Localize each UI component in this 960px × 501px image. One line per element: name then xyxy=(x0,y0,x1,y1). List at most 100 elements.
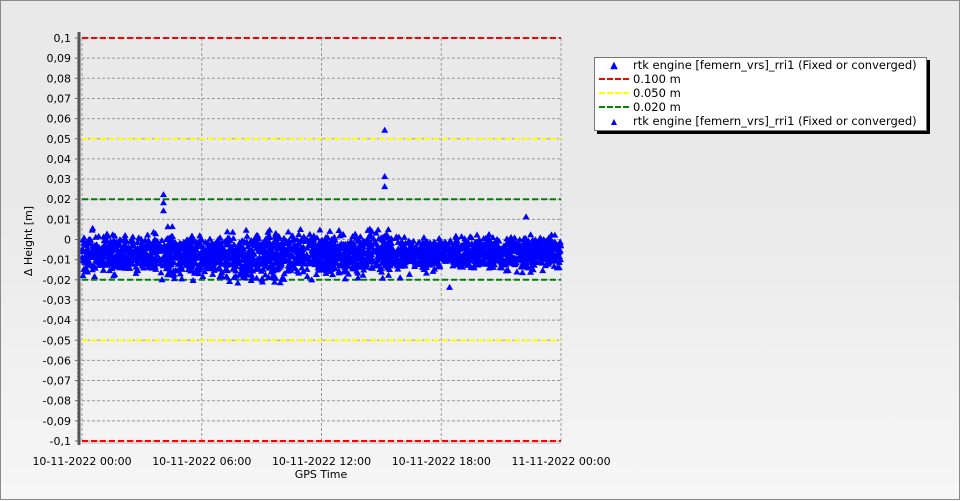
data-point xyxy=(219,238,227,245)
x-axis-label: GPS Time xyxy=(295,468,348,481)
y-tick-label: 0,01 xyxy=(47,213,72,226)
data-point xyxy=(119,250,127,257)
data-point xyxy=(385,261,393,268)
data-point xyxy=(331,241,339,248)
data-point-outlier xyxy=(381,126,389,133)
data-point xyxy=(171,240,179,247)
y-tick-label: -0,1 xyxy=(50,435,71,448)
data-point xyxy=(493,235,501,242)
data-point xyxy=(386,235,394,242)
data-point xyxy=(424,238,432,245)
data-point xyxy=(253,274,261,281)
data-point xyxy=(448,251,456,258)
data-point xyxy=(500,242,508,249)
data-point xyxy=(369,257,377,264)
y-tick-label: -0,01 xyxy=(43,254,71,267)
data-point xyxy=(108,265,116,272)
data-point xyxy=(476,255,484,262)
data-point xyxy=(252,244,260,251)
data-point xyxy=(187,263,195,270)
data-point xyxy=(364,250,372,257)
data-point xyxy=(85,236,93,243)
data-point xyxy=(359,271,367,278)
data-point xyxy=(194,269,202,276)
data-point xyxy=(450,244,458,251)
data-point xyxy=(313,252,321,259)
data-point xyxy=(183,259,191,266)
data-point xyxy=(505,236,513,243)
data-point xyxy=(288,252,296,259)
data-point xyxy=(140,255,148,262)
data-point xyxy=(271,258,279,265)
data-point xyxy=(377,254,385,261)
data-point xyxy=(317,246,325,253)
data-point xyxy=(243,238,251,245)
data-point xyxy=(507,255,515,262)
data-point xyxy=(254,232,262,239)
yellow-dash-icon xyxy=(599,92,629,94)
data-point xyxy=(188,266,196,273)
data-point xyxy=(308,250,316,257)
data-point xyxy=(226,278,234,285)
data-point xyxy=(95,251,103,258)
y-tick-label: -0,04 xyxy=(43,314,71,327)
data-point xyxy=(440,250,448,257)
data-point xyxy=(313,234,321,241)
data-point xyxy=(351,265,359,272)
data-point xyxy=(127,238,135,245)
data-point xyxy=(107,238,115,245)
data-point xyxy=(228,255,236,262)
data-point xyxy=(462,249,470,256)
data-point xyxy=(295,239,303,246)
data-point xyxy=(167,232,175,239)
data-point xyxy=(140,264,148,271)
data-point xyxy=(100,242,108,249)
data-point xyxy=(322,239,330,246)
data-point xyxy=(166,262,174,269)
data-point xyxy=(322,243,330,250)
data-point xyxy=(81,238,89,245)
data-point xyxy=(151,263,159,270)
data-point xyxy=(283,240,291,247)
data-point xyxy=(197,264,205,271)
data-point xyxy=(367,239,375,246)
data-point xyxy=(456,261,464,268)
data-point xyxy=(420,265,428,272)
data-point xyxy=(491,242,499,249)
data-point-outlier xyxy=(446,283,454,290)
data-point xyxy=(308,247,316,254)
data-point xyxy=(523,256,531,263)
data-point xyxy=(232,267,240,274)
data-point xyxy=(555,263,563,270)
data-point xyxy=(437,237,445,244)
y-tick-label: -0,02 xyxy=(43,274,71,287)
data-point xyxy=(480,260,488,267)
data-point xyxy=(324,259,332,266)
data-point xyxy=(407,239,415,246)
data-point xyxy=(243,232,251,239)
data-point xyxy=(216,273,224,280)
data-point xyxy=(198,254,206,261)
data-point xyxy=(248,274,256,281)
data-point xyxy=(234,248,242,255)
data-point xyxy=(537,245,545,252)
data-point xyxy=(554,253,562,260)
data-point xyxy=(522,234,530,241)
data-point xyxy=(548,252,556,259)
legend-item: ▲ rtk engine [femern_vrs]_rri1 (Fixed or … xyxy=(595,58,926,72)
data-point xyxy=(247,237,255,244)
red-dash-icon xyxy=(599,78,629,80)
data-point xyxy=(504,267,512,274)
data-point xyxy=(413,246,421,253)
data-point xyxy=(295,230,303,237)
data-point xyxy=(271,278,279,285)
data-point xyxy=(324,233,332,240)
data-point xyxy=(135,247,143,254)
data-point xyxy=(525,246,533,253)
data-point xyxy=(167,252,175,259)
data-point xyxy=(285,264,293,271)
data-point xyxy=(350,240,358,247)
data-point xyxy=(385,271,393,278)
data-point xyxy=(217,243,225,250)
